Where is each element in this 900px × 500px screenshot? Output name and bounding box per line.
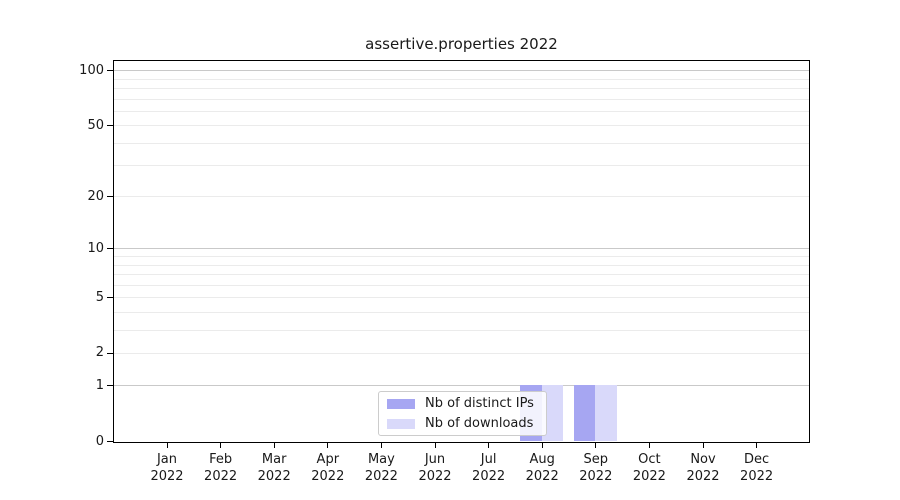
x-axis-tick-label-dec-2022: Dec 2022 [727, 451, 787, 485]
x-tick-month: Oct [638, 452, 661, 467]
y-axis-tick-label-5: 5 [95, 289, 104, 305]
minor-gridline-9 [114, 256, 809, 257]
minor-gridline-80 [114, 87, 809, 89]
x-axis-tick-label-mar-2022: Mar 2022 [244, 451, 304, 485]
legend-item-downloads: Nb of downloads [385, 415, 540, 432]
minor-gridline-6 [114, 284, 809, 286]
x-axis-tick-label-jun-2022: Jun 2022 [405, 451, 465, 485]
x-axis-tick-12 [756, 443, 758, 448]
x-axis-tick-6 [434, 443, 436, 448]
x-axis-tick-label-jul-2022: Jul 2022 [459, 451, 519, 485]
x-tick-year: 2022 [525, 469, 559, 484]
x-tick-month: Jun [424, 452, 446, 467]
x-axis-tick-label-may-2022: May 2022 [351, 451, 411, 485]
x-axis-tick-7 [488, 443, 490, 448]
x-axis-tick-5 [380, 443, 382, 448]
x-tick-month: Jul [480, 452, 497, 467]
legend-item-distinct-ips: Nb of distinct IPs [385, 395, 540, 412]
x-tick-year: 2022 [686, 469, 720, 484]
y-axis-tick-label-100: 100 [79, 62, 104, 78]
y-axis-tick-1 [107, 385, 113, 387]
chart-title: assertive.properties 2022 [365, 35, 558, 53]
minor-gridline-3 [114, 329, 809, 331]
x-tick-month: Dec [744, 452, 770, 467]
y-axis-tick-label-20: 20 [87, 188, 104, 204]
x-tick-month: Aug [529, 452, 555, 467]
x-axis-tick-label-aug-2022: Aug 2022 [512, 451, 572, 485]
x-tick-year: 2022 [311, 469, 345, 484]
legend: Nb of distinct IPs Nb of downloads [378, 391, 547, 436]
x-axis-tick-2 [220, 443, 222, 448]
bar-nb-of-downloads-sep-2022 [595, 385, 617, 441]
minor-gridline-4 [114, 311, 809, 313]
y-axis-tick-10 [107, 248, 113, 250]
y-axis-tick-100 [107, 70, 113, 72]
major-gridline-1 [114, 385, 809, 387]
minor-gridline-30 [114, 165, 809, 167]
minor-gridline-40 [114, 142, 809, 144]
x-axis-tick-3 [273, 443, 275, 448]
x-axis-tick-label-oct-2022: Oct 2022 [619, 451, 679, 485]
x-tick-month: Apr [316, 452, 340, 467]
minor-gridline-70 [114, 98, 809, 100]
x-tick-month: Sep [583, 452, 609, 467]
y-axis-tick-50 [107, 125, 113, 127]
x-axis-tick-label-apr-2022: Apr 2022 [298, 451, 358, 485]
major-gridline-100 [114, 70, 809, 72]
legend-label-distinct-ips: Nb of distinct IPs [425, 396, 534, 411]
x-axis-tick-4 [327, 443, 329, 448]
minor-gridline-50 [114, 125, 809, 127]
x-axis-tick-label-sep-2022: Sep 2022 [566, 451, 626, 485]
x-tick-year: 2022 [364, 469, 398, 484]
x-tick-year: 2022 [418, 469, 452, 484]
x-axis-tick-label-jan-2022: Jan 2022 [137, 451, 197, 485]
x-tick-month: Nov [690, 452, 716, 467]
x-axis-tick-1 [166, 443, 168, 448]
x-axis-tick-11 [702, 443, 704, 448]
x-tick-year: 2022 [740, 469, 774, 484]
minor-gridline-5 [114, 297, 809, 298]
x-tick-year: 2022 [257, 469, 291, 484]
minor-gridline-7 [114, 273, 809, 275]
y-axis-tick-0 [107, 441, 113, 442]
legend-label-downloads: Nb of downloads [425, 416, 534, 431]
x-axis-tick-10 [648, 443, 650, 448]
minor-gridline-20 [114, 196, 809, 198]
x-axis-tick-8 [541, 443, 543, 448]
y-axis-tick-20 [107, 196, 113, 198]
x-tick-month: Mar [261, 452, 287, 467]
x-tick-year: 2022 [579, 469, 613, 484]
bar-nb-of-downloads-aug-2022 [541, 385, 564, 441]
y-axis-tick-label-10: 10 [87, 240, 104, 256]
y-axis-tick-label-2: 2 [95, 345, 104, 361]
minor-gridline-90 [114, 78, 809, 80]
x-axis-tick-label-nov-2022: Nov 2022 [673, 451, 733, 485]
x-tick-year: 2022 [472, 469, 506, 484]
x-tick-month: May [367, 452, 395, 467]
y-axis-tick-label-50: 50 [87, 117, 104, 133]
minor-gridline-2 [114, 352, 809, 354]
y-axis-tick-label-1: 1 [95, 377, 104, 393]
x-axis-tick-9 [595, 443, 597, 448]
legend-swatch-downloads [387, 418, 415, 429]
bar-nb-of-distinct-ips-sep-2022 [573, 385, 596, 441]
x-axis-tick-label-feb-2022: Feb 2022 [191, 451, 251, 485]
y-axis-tick-2 [107, 352, 113, 354]
minor-gridline-60 [114, 110, 809, 112]
x-tick-year: 2022 [204, 469, 238, 484]
x-tick-month: Feb [209, 452, 233, 467]
x-tick-year: 2022 [150, 469, 184, 484]
y-axis-tick-5 [107, 297, 113, 298]
minor-gridline-8 [114, 264, 809, 266]
x-tick-month: Jan [156, 452, 178, 467]
x-tick-year: 2022 [632, 469, 666, 484]
legend-swatch-distinct-ips [387, 398, 415, 409]
plot-area [113, 60, 810, 443]
y-axis-tick-label-0: 0 [95, 433, 104, 449]
major-gridline-10 [114, 248, 809, 250]
